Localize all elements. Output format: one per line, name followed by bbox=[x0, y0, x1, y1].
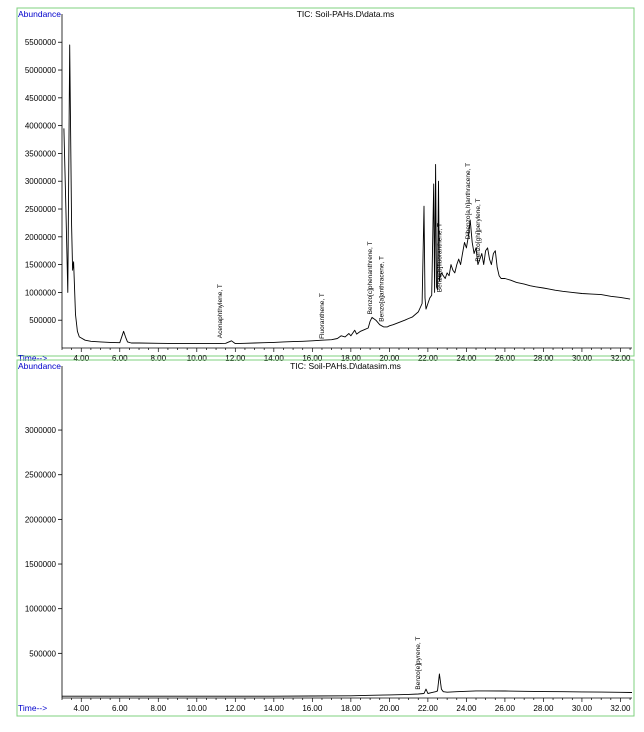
y-tick-label: 5500000 bbox=[25, 38, 57, 47]
y-tick-label: 500000 bbox=[29, 649, 56, 658]
x-tick-label: 4.00 bbox=[73, 354, 89, 363]
x-tick-label: 24.00 bbox=[456, 704, 477, 713]
tic-trace bbox=[62, 673, 633, 697]
x-axis-label: Time--> bbox=[18, 703, 47, 713]
y-tick-label: 1000000 bbox=[25, 288, 57, 297]
x-tick-label: 30.00 bbox=[572, 354, 593, 363]
x-tick-label: 14.00 bbox=[264, 704, 285, 713]
x-tick-label: 18.00 bbox=[341, 704, 362, 713]
x-tick-label: 22.00 bbox=[418, 354, 439, 363]
peak-annotation: Acenaphthylene, T bbox=[217, 284, 224, 338]
x-tick-label: 14.00 bbox=[264, 354, 285, 363]
y-axis-label: Abundance bbox=[18, 9, 61, 19]
panel-frame bbox=[16, 7, 635, 357]
x-tick-label: 30.00 bbox=[572, 704, 593, 713]
tic-trace bbox=[63, 44, 631, 345]
x-tick-label: 4.00 bbox=[73, 704, 89, 713]
peak-annotation: Benzo[e]pyrene, T bbox=[415, 637, 422, 690]
x-tick-label: 16.00 bbox=[302, 354, 323, 363]
x-tick-label: 26.00 bbox=[495, 354, 516, 363]
x-tick-label: 20.00 bbox=[379, 704, 400, 713]
y-tick-label: 2000000 bbox=[25, 233, 57, 242]
y-tick-label: 3000000 bbox=[25, 177, 57, 186]
peak-annotation: Benzo[a]anthracene, T bbox=[379, 256, 386, 322]
y-tick-label: 1500000 bbox=[25, 261, 57, 270]
x-tick-label: 12.00 bbox=[225, 354, 246, 363]
y-tick-label: 4500000 bbox=[25, 94, 57, 103]
peak-annotation: Benzo[b]fluoranthene, T bbox=[436, 223, 443, 292]
y-tick-label: 500000 bbox=[29, 316, 56, 325]
y-tick-label: 3000000 bbox=[25, 426, 57, 435]
y-axis-label: Abundance bbox=[18, 361, 61, 371]
panel-frame bbox=[16, 359, 635, 717]
y-tick-label: 3500000 bbox=[25, 149, 57, 158]
x-tick-label: 18.00 bbox=[341, 354, 362, 363]
y-tick-label: 1500000 bbox=[25, 560, 57, 569]
y-tick-label: 5000000 bbox=[25, 66, 57, 75]
x-tick-label: 10.00 bbox=[187, 354, 208, 363]
x-tick-label: 16.00 bbox=[302, 704, 323, 713]
peak-annotation: Dibenzo[a,h]anthracene, T bbox=[465, 163, 472, 240]
x-tick-label: 26.00 bbox=[495, 704, 516, 713]
x-tick-label: 6.00 bbox=[112, 354, 128, 363]
x-tick-label: 24.00 bbox=[456, 354, 477, 363]
x-tick-label: 28.00 bbox=[533, 354, 554, 363]
x-axis-label: Time--> bbox=[18, 353, 47, 363]
x-tick-label: 12.00 bbox=[225, 704, 246, 713]
y-tick-label: 2500000 bbox=[25, 205, 57, 214]
x-tick-label: 32.00 bbox=[610, 354, 631, 363]
y-tick-label: 4000000 bbox=[25, 122, 57, 131]
x-tick-label: 10.00 bbox=[187, 704, 208, 713]
chart-title: TIC: Soil-PAHs.D\datasim.ms bbox=[290, 361, 401, 371]
x-tick-label: 8.00 bbox=[150, 354, 166, 363]
x-tick-label: 32.00 bbox=[610, 704, 631, 713]
x-tick-label: 8.00 bbox=[150, 704, 166, 713]
y-tick-label: 1000000 bbox=[25, 605, 57, 614]
peak-annotation: Fluoranthene, T bbox=[319, 293, 326, 339]
x-tick-label: 20.00 bbox=[379, 354, 400, 363]
x-tick-label: 22.00 bbox=[418, 704, 439, 713]
x-tick-label: 6.00 bbox=[112, 704, 128, 713]
y-tick-label: 2500000 bbox=[25, 471, 57, 480]
tic-datasim-panel: TIC: Soil-PAHs.D\datasim.ms Abundance Time… bbox=[16, 359, 635, 717]
y-tick-label: 2000000 bbox=[25, 515, 57, 524]
peak-annotation: Benzo[c]phenanthrene, T bbox=[367, 241, 374, 314]
tic-data-panel: TIC: Soil-PAHs.D\data.ms Abundance Time-->… bbox=[16, 7, 635, 363]
chart-title: TIC: Soil-PAHs.D\data.ms bbox=[297, 9, 395, 19]
peak-annotation: Benzo[ghi]perylene, T bbox=[475, 198, 482, 261]
x-tick-label: 28.00 bbox=[533, 704, 554, 713]
